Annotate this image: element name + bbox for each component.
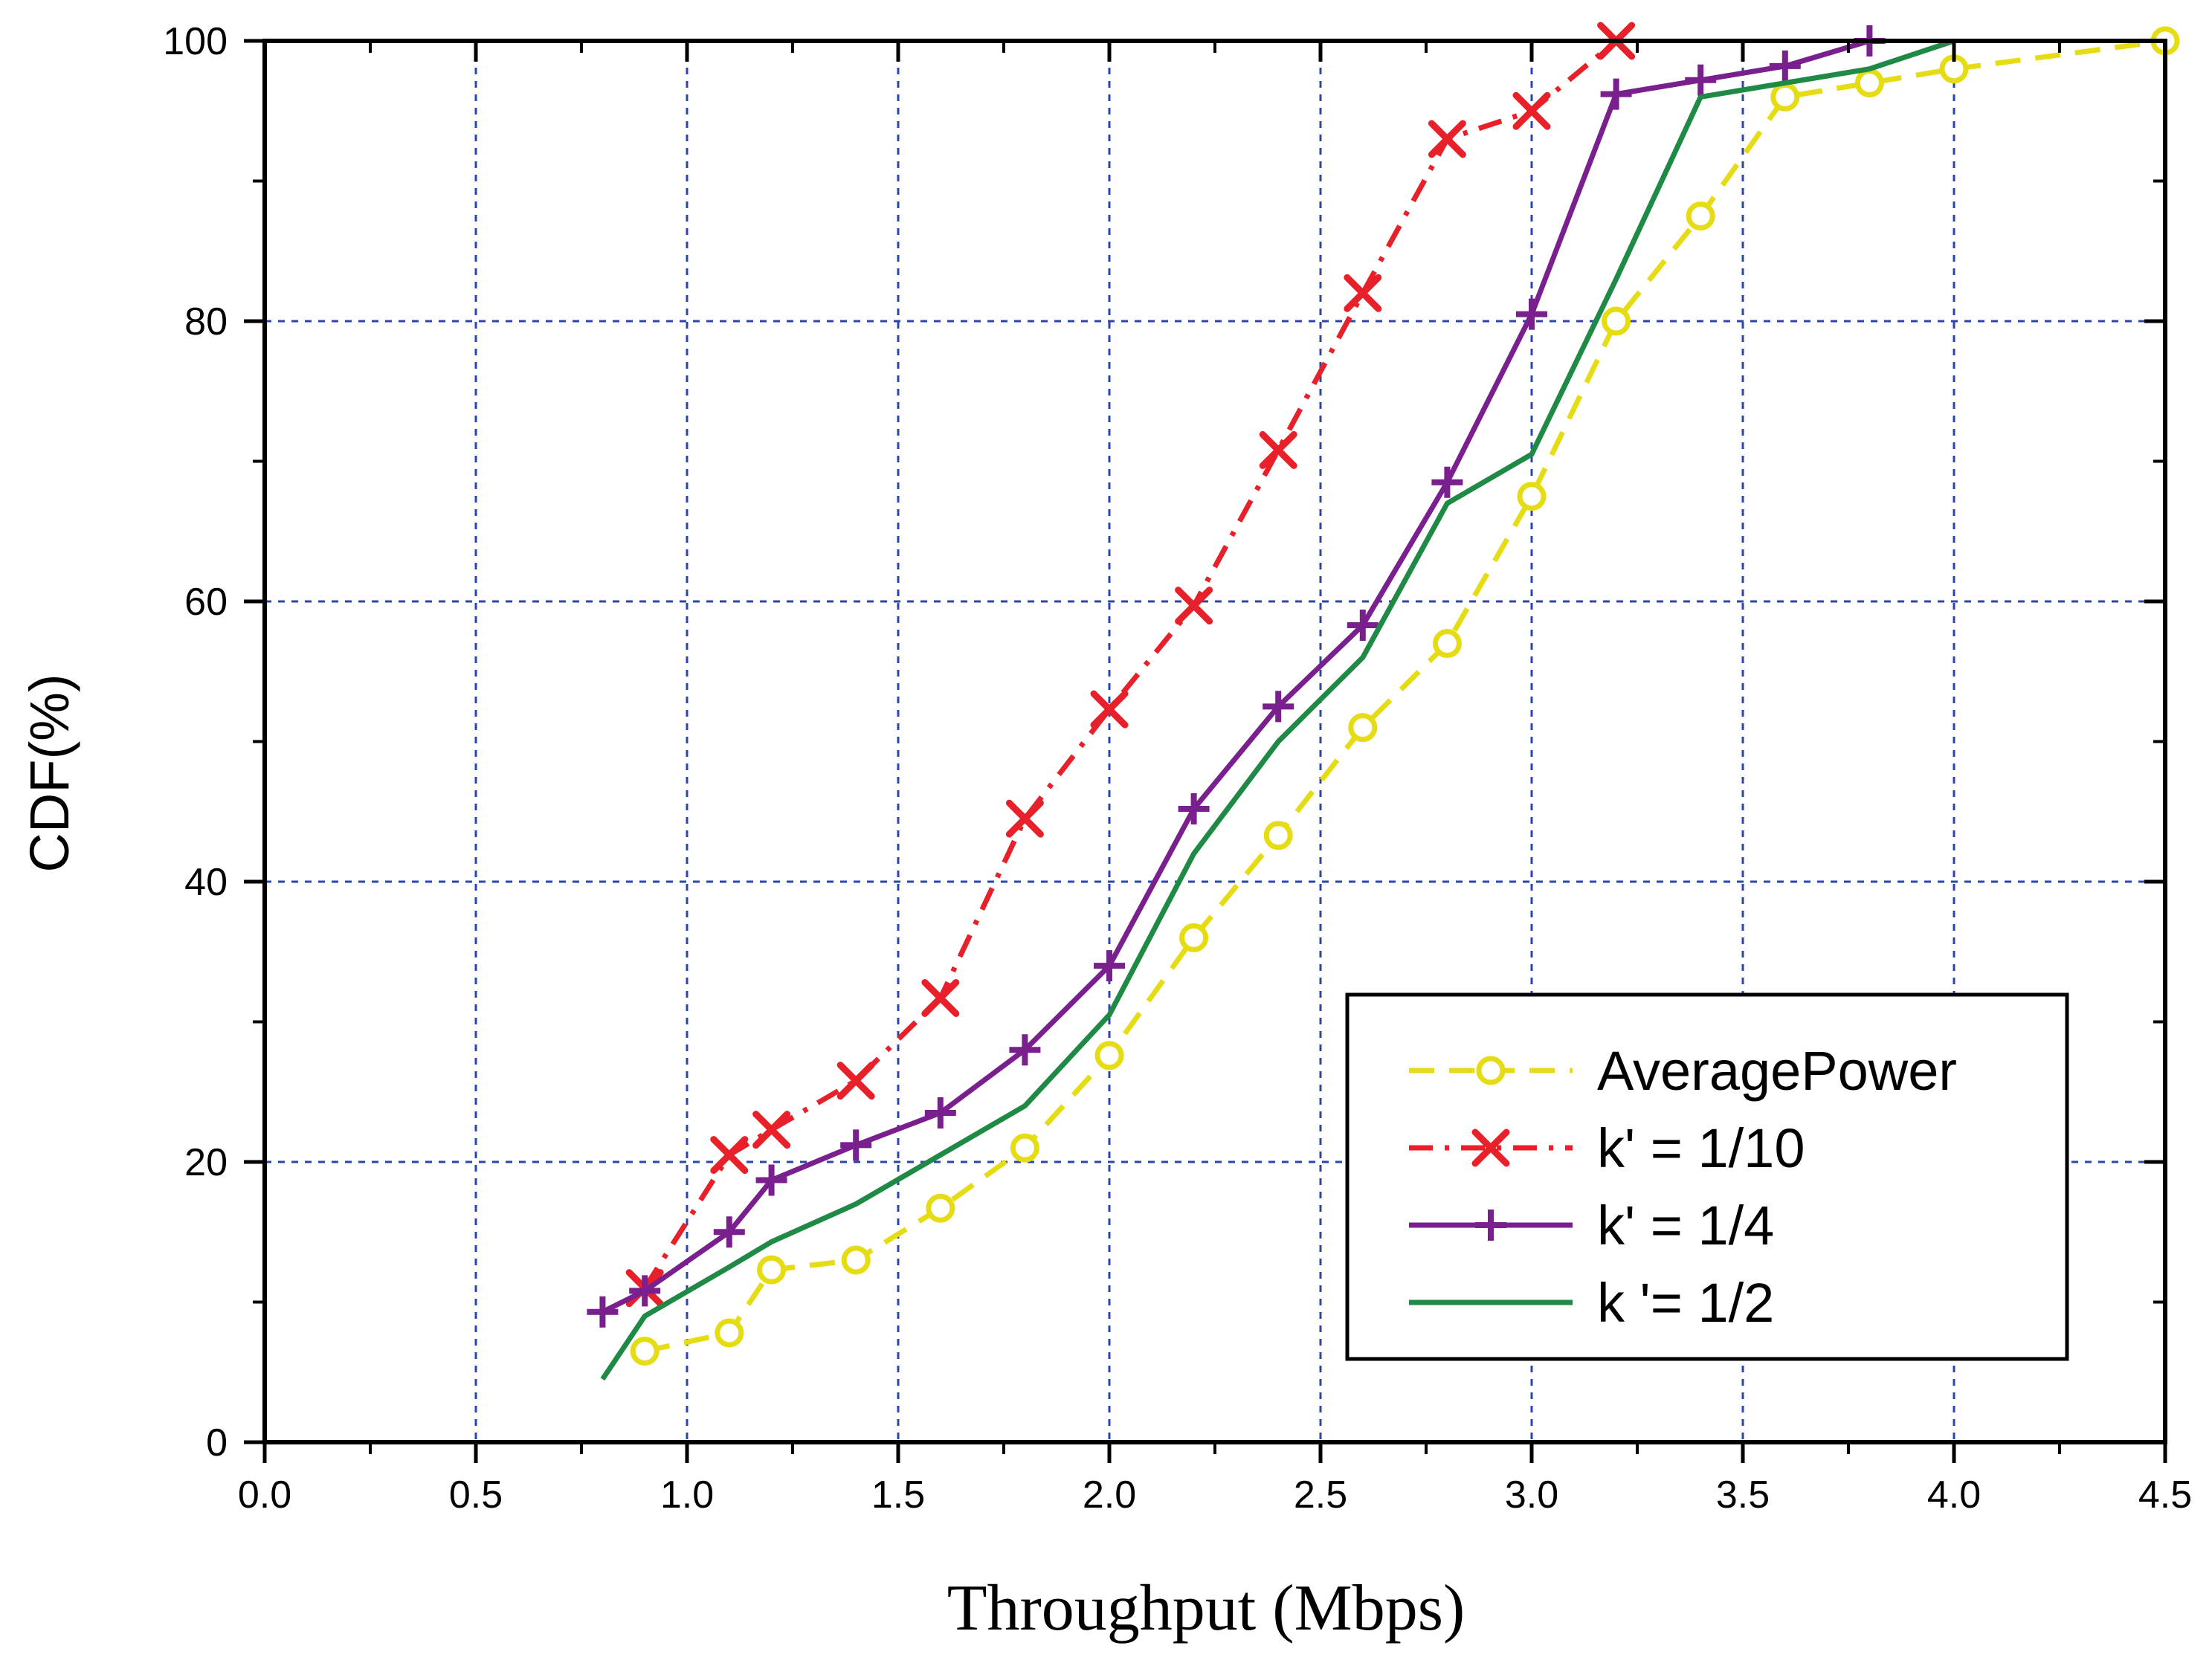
data-point [629,1275,661,1307]
data-point [713,1216,745,1248]
data-point [1854,68,1884,98]
legend-item: AveragePower [1409,1040,1957,1102]
series-2 [587,25,1886,1328]
data-point [1094,950,1125,982]
data-point [1009,1034,1041,1066]
data-point [1685,64,1717,96]
data-point [1347,610,1379,642]
data-point [752,1111,791,1149]
data-point [1432,629,1462,659]
series-layer [587,22,2180,1381]
data-point [926,1193,955,1223]
x-tick-label: 0.0 [238,1473,291,1517]
tick-layer: 0.0 0.5 1.0 1.5 2.0 2.5 3.0 3.5 4.0 4.5 0 20 40 60 80 1… [163,20,2192,1517]
series-0 [630,26,2180,1366]
data-point [1094,1041,1124,1071]
y-tick-label: 60 [184,581,228,624]
y-tick-label: 40 [184,861,228,904]
legend-label: k' = 1/10 [1597,1117,1805,1179]
x-axis-title: Throughput (Mbps) [947,1572,1465,1644]
data-point [1602,306,1631,336]
data-point [1263,691,1294,723]
data-point [1263,821,1293,850]
data-point [1770,82,1800,112]
x-tick-label: 0.5 [449,1473,503,1517]
y-tick-label: 20 [184,1141,228,1184]
data-point [1428,120,1466,158]
legend: AveragePower k' = 1/10 k' = 1/4 k '= 1/2 [1345,992,2069,1361]
data-point [1517,482,1547,511]
data-point [840,1129,872,1161]
data-point [587,1296,619,1328]
data-point [1600,78,1632,110]
data-point [1090,690,1129,729]
data-point [757,1255,787,1285]
data-point [1178,792,1210,824]
x-tick-label: 4.5 [2138,1473,2192,1517]
legend-item: k' = 1/10 [1409,1117,1805,1179]
legend-items: AveragePower k' = 1/10 k' = 1/4 k '= 1/2 [1409,1040,1957,1334]
data-point [1010,1133,1039,1163]
data-point [841,1245,871,1275]
data-point [630,1336,660,1366]
data-point [1769,50,1801,82]
data-point [1516,298,1547,330]
y-axis-title: CDF(%) [19,674,80,872]
y-tick-label: 0 [206,1421,228,1465]
x-tick-label: 1.0 [660,1473,714,1517]
legend-label: AveragePower [1597,1040,1957,1102]
data-point [715,1318,744,1348]
x-tick-label: 3.0 [1505,1473,1558,1517]
x-tick-label: 2.5 [1294,1473,1347,1517]
x-tick-label: 4.0 [1927,1473,1981,1517]
legend-swatch-marker [1471,1128,1510,1167]
data-point [1348,713,1378,743]
data-point [1686,201,1715,231]
x-tick-label: 1.5 [871,1473,925,1517]
data-point [1431,466,1463,498]
data-point [836,1062,875,1100]
legend-swatch-marker [1475,1210,1506,1241]
legend-swatch-marker [1476,1056,1506,1085]
data-point [1259,430,1297,469]
x-tick-label: 3.5 [1716,1473,1770,1517]
data-point [1179,923,1209,952]
data-point [924,1097,956,1129]
y-tick-label: 80 [184,300,228,343]
data-point [1005,799,1044,838]
legend-label: k '= 1/2 [1597,1272,1774,1334]
legend-item: k '= 1/2 [1409,1272,1774,1334]
data-point [755,1164,787,1196]
data-point [921,978,960,1017]
x-tick-label: 2.0 [1083,1473,1136,1517]
legend-box [1345,992,2069,1361]
y-tick-label: 100 [163,20,228,63]
series-line [600,38,1955,1381]
series-3 [600,38,1955,1381]
series-1 [625,22,1636,1308]
data-point [1512,91,1551,130]
legend-label: k' = 1/4 [1597,1195,1774,1256]
data-point [1175,587,1213,625]
data-point [710,1136,749,1175]
data-point [1344,274,1382,312]
legend-item: k' = 1/4 [1409,1195,1774,1256]
